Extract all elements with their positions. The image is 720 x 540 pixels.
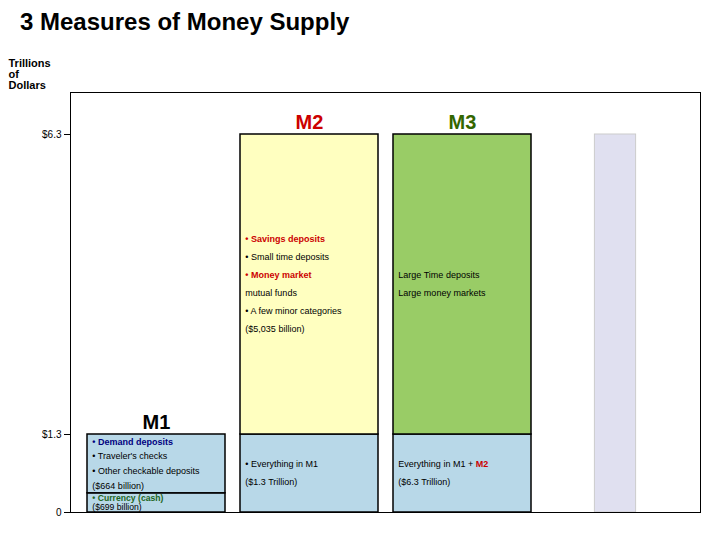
svg-text:$6.3: $6.3 xyxy=(42,129,62,140)
svg-text:($5,035 billion): ($5,035 billion) xyxy=(245,324,304,334)
svg-text:• Currency (cash): • Currency (cash) xyxy=(92,493,163,503)
svg-text:Large money markets: Large money markets xyxy=(398,288,486,298)
svg-text:• Savings deposits: • Savings deposits xyxy=(245,234,325,244)
svg-text:($664 billion): ($664 billion) xyxy=(92,481,144,491)
svg-text:M3: M3 xyxy=(449,111,477,133)
svg-text:• Small time deposits: • Small time deposits xyxy=(245,252,329,262)
svg-text:($6.3 Trillion): ($6.3 Trillion) xyxy=(398,477,450,487)
svg-text:• Everything in M1: • Everything in M1 xyxy=(245,459,318,469)
svg-text:mutual funds: mutual funds xyxy=(245,288,297,298)
svg-text:$1.3: $1.3 xyxy=(42,429,62,440)
svg-text:M2: M2 xyxy=(296,111,324,133)
svg-text:M1: M1 xyxy=(143,411,171,433)
svg-text:Everything in M1 + M2: Everything in M1 + M2 xyxy=(398,459,488,469)
svg-text:• Money market: • Money market xyxy=(245,270,311,280)
svg-text:0: 0 xyxy=(56,507,62,518)
svg-text:Large Time deposits: Large Time deposits xyxy=(398,270,480,280)
svg-text:• Demand deposits: • Demand deposits xyxy=(92,437,173,447)
svg-text:($699 billion): ($699 billion) xyxy=(92,502,142,512)
svg-text:• Other checkable deposits: • Other checkable deposits xyxy=(92,466,200,476)
svg-text:TrillionsofDollars: TrillionsofDollars xyxy=(9,57,51,91)
svg-text:• A few minor categories: • A few minor categories xyxy=(245,306,342,316)
html-text:3 Measures of Money Supply: 3 Measures of Money Supply xyxy=(20,8,350,35)
svg-text:• Traveler's checks: • Traveler's checks xyxy=(92,451,167,461)
svg-text:($1.3 Trillion): ($1.3 Trillion) xyxy=(245,477,297,487)
